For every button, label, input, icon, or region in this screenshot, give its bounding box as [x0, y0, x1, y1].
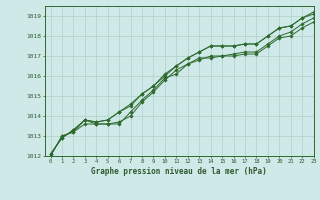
X-axis label: Graphe pression niveau de la mer (hPa): Graphe pression niveau de la mer (hPa) [91, 167, 267, 176]
